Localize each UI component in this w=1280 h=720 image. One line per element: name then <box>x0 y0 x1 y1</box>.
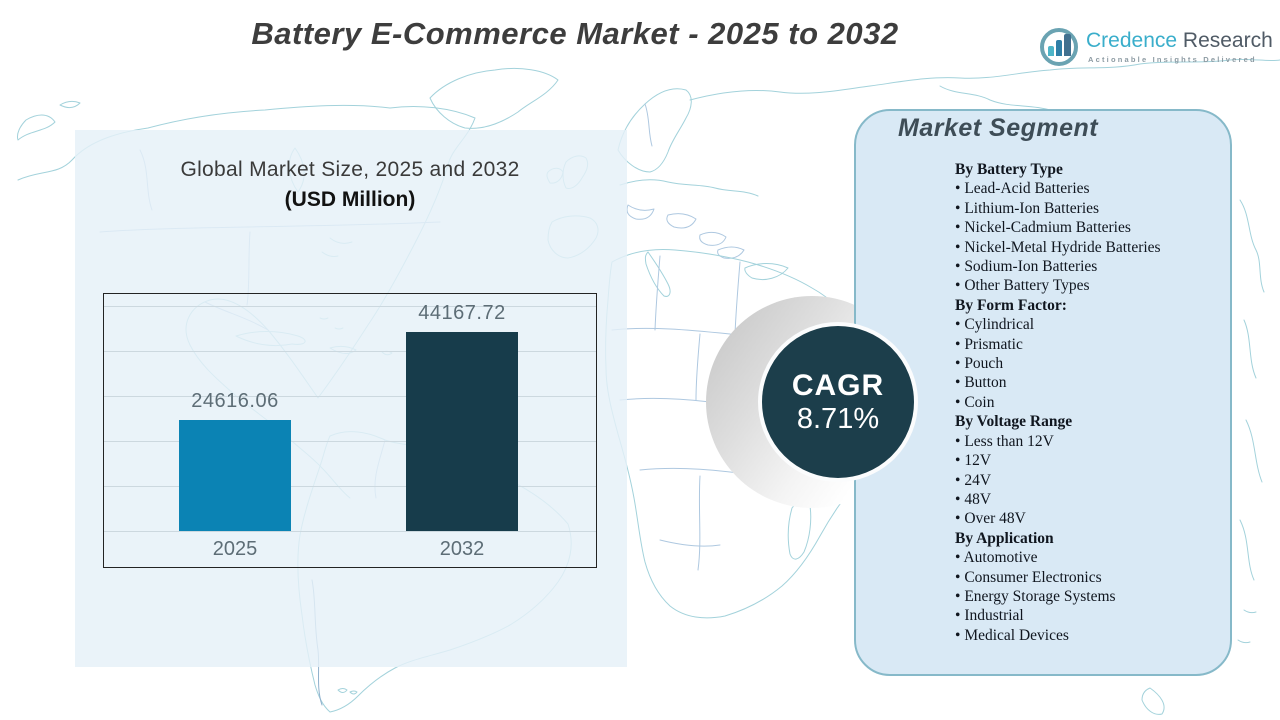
logo-brand-primary: Credence <box>1086 29 1178 52</box>
chart-subtitle: (USD Million) <box>284 188 416 211</box>
segment-item: 48V <box>955 490 1227 509</box>
segment-item: Nickel-Metal Hydride Batteries <box>955 238 1227 257</box>
gridline <box>104 396 596 397</box>
gridline <box>104 306 596 307</box>
segment-group-title: By Application <box>955 529 1054 547</box>
segment-item: Button <box>955 373 1227 392</box>
segment-item: Industrial <box>955 606 1227 625</box>
logo-tagline: Actionable Insights Delivered <box>1088 55 1257 64</box>
segment-item: Lithium-Ion Batteries <box>955 199 1227 218</box>
logo-wordmark: Credence Research <box>1086 29 1273 53</box>
gridline <box>104 531 596 532</box>
cagr-label: CAGR <box>791 368 885 402</box>
bar-value-label: 44167.72 <box>418 302 506 324</box>
segment-group-title: By Form Factor: <box>955 296 1067 314</box>
segment-group-title: By Battery Type <box>955 161 1063 178</box>
segment-item: Cylindrical <box>955 315 1227 334</box>
gridline <box>104 441 596 442</box>
segment-item: Consumer Electronics <box>955 568 1227 587</box>
segment-item: Lead-Acid Batteries <box>955 179 1227 198</box>
segment-item: Prismatic <box>955 335 1227 354</box>
bar-2032 <box>406 332 518 531</box>
segment-item: Automotive <box>955 548 1227 567</box>
gridline <box>104 351 596 352</box>
segment-item: Energy Storage Systems <box>955 587 1227 606</box>
segment-item: Pouch <box>955 354 1227 373</box>
segment-item: Over 48V <box>955 509 1227 528</box>
chart-panel <box>75 130 627 667</box>
segment-item: Other Battery Types <box>955 276 1227 295</box>
cagr-badge: CAGR 8.71% <box>758 322 918 482</box>
bar-chart-circle-icon <box>1040 28 1078 66</box>
segment-group-title: By Voltage Range <box>955 413 1073 431</box>
bar-value-label: 24616.06 <box>191 390 279 412</box>
page-title: Battery E-Commerce Market - 2025 to 2032 <box>251 16 899 51</box>
market-segment-list: By Battery TypeLead-Acid BatteriesLithiu… <box>955 160 1227 645</box>
bar-2025 <box>179 420 291 531</box>
logo-brand-secondary: Research <box>1182 29 1273 52</box>
segment-item: 12V <box>955 451 1227 470</box>
market-segment-heading: Market Segment <box>898 114 1099 142</box>
segment-item: 24V <box>955 471 1227 490</box>
segment-item: Sodium-Ion Batteries <box>955 257 1227 276</box>
chart-title: Global Market Size, 2025 and 2032 <box>180 158 520 181</box>
segment-item: Nickel-Cadmium Batteries <box>955 218 1227 237</box>
x-axis-label: 2025 <box>212 538 258 560</box>
gridline <box>104 486 596 487</box>
x-axis-label: 2032 <box>439 538 485 560</box>
segment-item: Medical Devices <box>955 626 1227 645</box>
segment-item: Less than 12V <box>955 432 1227 451</box>
cagr-value: 8.71% <box>796 402 880 435</box>
segment-item: Coin <box>955 393 1227 412</box>
credence-research-logo: Credence Research Actionable Insights De… <box>1040 26 1273 72</box>
bar-chart-plot: 24616.06 2025 44167.72 2032 <box>103 293 597 568</box>
